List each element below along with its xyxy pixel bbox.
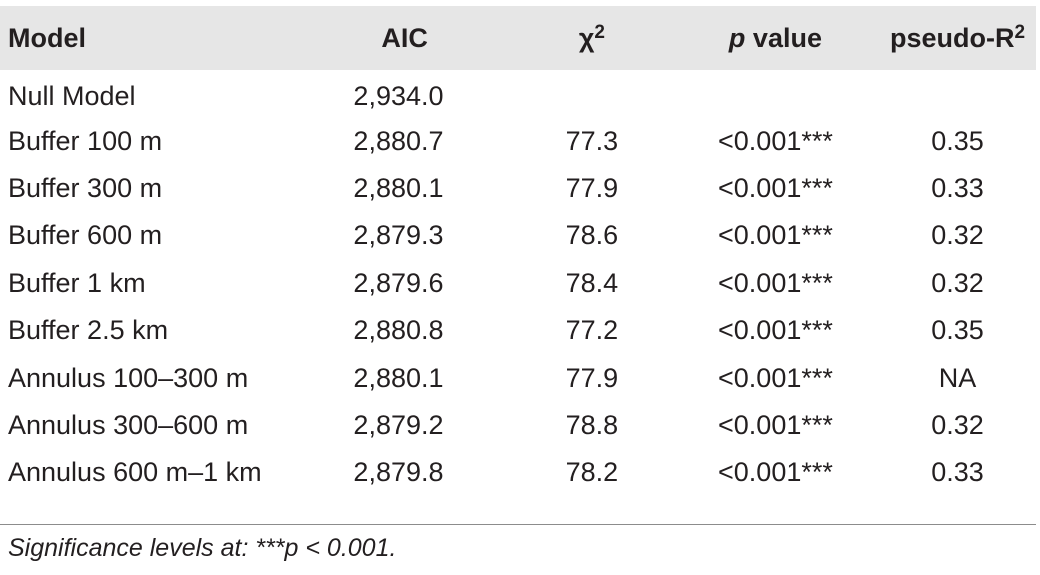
- header-p-rest: value: [745, 22, 822, 53]
- cell-p-value: <0.001***: [718, 457, 833, 488]
- cell-p-value: [672, 70, 879, 117]
- table-bottom-rule: [0, 524, 1036, 525]
- results-table: Model AIC χ2 p value pseudo-R2 Null Mode…: [0, 6, 1036, 497]
- table-footnote: Significance levels at: ***p < 0.001.: [8, 534, 397, 562]
- cell-aic: 2,879.8: [353, 457, 444, 488]
- table-row: Buffer 100 m 2,880.7 77.3 <0.001*** 0.35: [0, 117, 1036, 164]
- cell-p-value: <0.001***: [718, 220, 833, 251]
- cell-p-value: <0.001***: [718, 409, 833, 440]
- table-row: Buffer 600 m 2,879.3 78.6 <0.001*** 0.32: [0, 212, 1036, 259]
- cell-pseudo-r2: 0.33: [931, 457, 984, 488]
- cell-model: Buffer 100 m: [8, 125, 163, 156]
- header-p-letter: p: [728, 22, 746, 53]
- cell-model: Buffer 600 m: [8, 220, 163, 251]
- cell-model: Annulus 600 m–1 km: [8, 457, 262, 488]
- cell-p-value: <0.001***: [718, 362, 833, 393]
- table-row: Annulus 100–300 m 2,880.1 77.9 <0.001***…: [0, 354, 1036, 401]
- cell-chi2: 78.4: [565, 267, 619, 298]
- cell-chi2: 77.9: [565, 172, 619, 203]
- header-aic: AIC: [381, 22, 428, 53]
- cell-model: Buffer 1 km: [8, 267, 146, 298]
- cell-chi2: 78.6: [565, 220, 619, 251]
- cell-aic: 2,880.7: [353, 125, 444, 156]
- header-chi-square: χ2: [512, 6, 672, 70]
- cell-pseudo-r2: 0.35: [931, 125, 984, 156]
- header-model: Model: [8, 22, 86, 53]
- cell-p-value: <0.001***: [718, 315, 833, 346]
- table-row: Annulus 300–600 m 2,879.2 78.8 <0.001***…: [0, 402, 1036, 449]
- header-chi-superscript: 2: [594, 21, 605, 43]
- cell-model: Buffer 300 m: [8, 172, 163, 203]
- cell-pseudo-r2: 0.35: [931, 315, 984, 346]
- cell-chi2: 77.3: [565, 125, 619, 156]
- cell-aic: 2,879.3: [353, 220, 444, 251]
- cell-aic: 2,880.1: [353, 362, 444, 393]
- cell-model: Buffer 2.5 km: [8, 315, 169, 346]
- cell-chi2: 77.9: [565, 362, 619, 393]
- cell-chi2: 78.2: [565, 457, 619, 488]
- cell-chi2: 77.2: [565, 315, 619, 346]
- cell-aic: 2,879.2: [353, 409, 444, 440]
- table-row: Null Model 2,934.0: [0, 70, 1036, 117]
- cell-aic: 2,934.0: [353, 81, 444, 112]
- cell-pseudo-r2: 0.32: [931, 267, 984, 298]
- header-pseudo-r2: pseudo-R2: [879, 6, 1036, 70]
- cell-pseudo-r2: 0.33: [931, 172, 984, 203]
- cell-pseudo-r2: 0.32: [931, 409, 984, 440]
- header-p-value: p value: [672, 6, 879, 70]
- cell-pseudo-r2: 0.32: [931, 220, 984, 251]
- table-row: Annulus 600 m–1 km 2,879.8 78.2 <0.001**…: [0, 449, 1036, 496]
- header-r2-base: pseudo-R: [889, 22, 1015, 53]
- table-row: Buffer 1 km 2,879.6 78.4 <0.001*** 0.32: [0, 260, 1036, 307]
- table-body: Null Model 2,934.0 Buffer 100 m 2,880.7 …: [0, 70, 1036, 497]
- header-row: Model AIC χ2 p value pseudo-R2: [0, 6, 1036, 70]
- table-header: Model AIC χ2 p value pseudo-R2: [0, 6, 1036, 70]
- cell-aic: 2,879.6: [353, 267, 444, 298]
- table-row: Buffer 300 m 2,880.1 77.9 <0.001*** 0.33: [0, 165, 1036, 212]
- cell-aic: 2,880.8: [353, 315, 444, 346]
- cell-model: Annulus 300–600 m: [8, 409, 249, 440]
- cell-pseudo-r2: NA: [938, 362, 977, 393]
- cell-chi2: [512, 70, 672, 117]
- table-row: Buffer 2.5 km 2,880.8 77.2 <0.001*** 0.3…: [0, 307, 1036, 354]
- cell-chi2: 78.8: [565, 409, 619, 440]
- cell-model: Annulus 100–300 m: [8, 362, 249, 393]
- cell-p-value: <0.001***: [718, 172, 833, 203]
- cell-aic: 2,880.1: [353, 172, 444, 203]
- cell-p-value: <0.001***: [718, 267, 833, 298]
- header-chi-symbol: χ: [578, 22, 595, 53]
- cell-pseudo-r2: [879, 70, 1036, 117]
- header-r2-superscript: 2: [1014, 21, 1026, 43]
- cell-p-value: <0.001***: [718, 125, 833, 156]
- cell-model: Null Model: [8, 81, 136, 112]
